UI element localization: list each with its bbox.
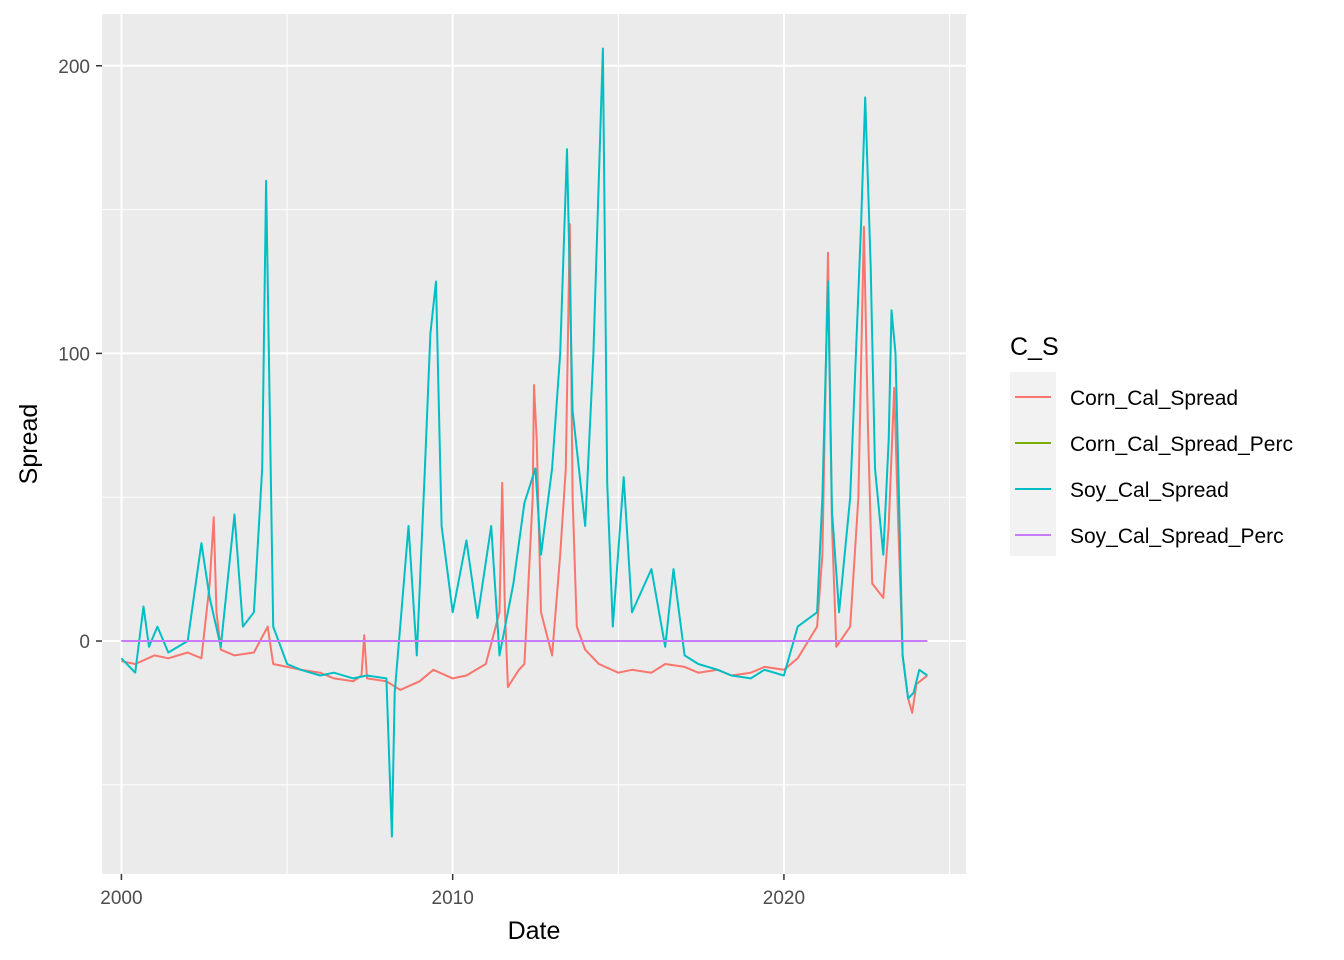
grid-minor	[102, 14, 966, 874]
series-line-corn-cal-spread	[121, 223, 928, 714]
y-axis-title: Spread	[15, 404, 43, 485]
legend: C_S Corn_Cal_Spread Corn_Cal_Spread_Perc S…	[1010, 333, 1293, 556]
axis-labels: 2000 2010 2020 0 100 200	[58, 57, 805, 909]
x-tick-label: 2000	[100, 888, 142, 909]
x-tick-label: 2010	[432, 888, 474, 909]
series-line-soy-cal-spread	[120, 47, 928, 838]
axis-ticks	[96, 65, 785, 880]
legend-label: Corn_Cal_Spread	[1070, 387, 1238, 410]
x-axis-title: Date	[508, 917, 561, 945]
y-tick-label: 0	[79, 632, 90, 653]
legend-label: Soy_Cal_Spread_Perc	[1070, 525, 1284, 548]
legend-label: Soy_Cal_Spread	[1070, 479, 1229, 502]
y-tick-label: 100	[58, 344, 90, 365]
y-tick-label: 200	[58, 57, 90, 78]
series-lines	[120, 47, 928, 838]
x-tick-label: 2020	[763, 888, 805, 909]
legend-title: C_S	[1010, 333, 1059, 361]
legend-label: Corn_Cal_Spread_Perc	[1070, 433, 1293, 456]
legend-key-background	[1010, 372, 1056, 556]
